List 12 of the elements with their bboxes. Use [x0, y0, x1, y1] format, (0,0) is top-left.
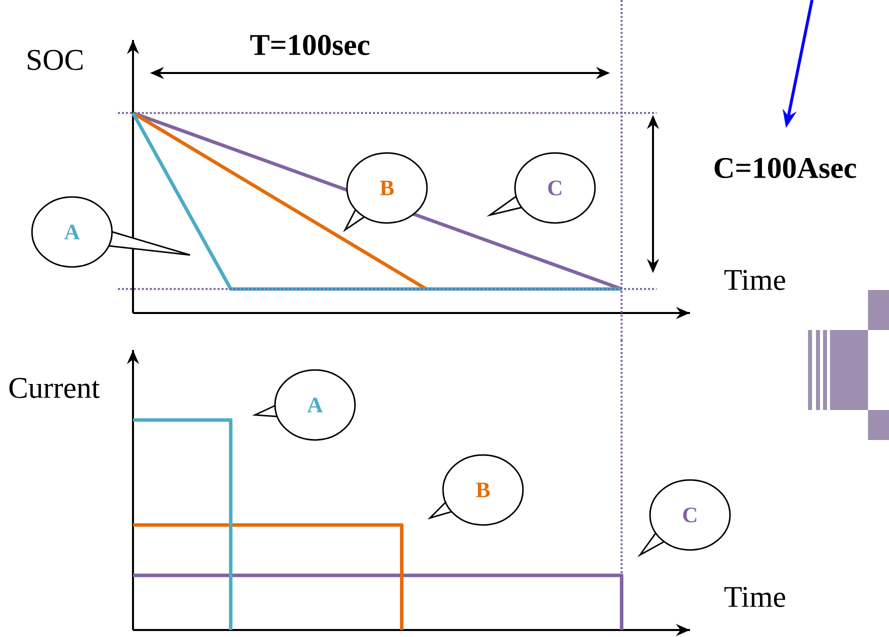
- y-axis-title: SOC: [28, 50, 83, 70]
- text: A: [307, 398, 323, 412]
- text: B: [476, 482, 490, 498]
- text: C: [683, 508, 696, 522]
- text: C=100Asec: [714, 158, 856, 178]
- y-axis-title: Current: [9, 378, 100, 398]
- x-axis-title: Time: [724, 270, 786, 290]
- text: C: [548, 180, 562, 196]
- text: B: [380, 180, 394, 196]
- text: T=100sec: [250, 34, 370, 56]
- text: A: [64, 224, 80, 240]
- x-axis-title: Time: [724, 586, 786, 608]
